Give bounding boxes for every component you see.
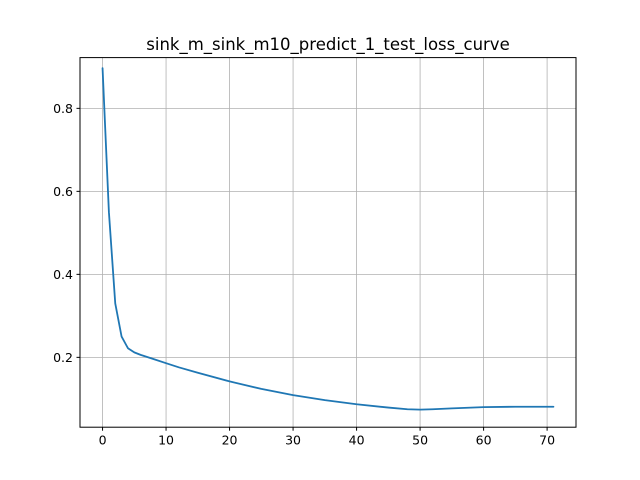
y-tick-label: 0.8 xyxy=(53,101,73,116)
loss-line xyxy=(101,67,555,411)
chart-title: sink_m_sink_m10_predict_1_test_loss_curv… xyxy=(146,35,509,55)
grid-layer xyxy=(80,57,576,428)
x-tick-label: 30 xyxy=(285,433,301,448)
series-layer xyxy=(101,67,555,411)
x-tick-label: 10 xyxy=(158,433,174,448)
x-tick-label: 70 xyxy=(539,433,555,448)
x-tick-label: 20 xyxy=(222,433,238,448)
x-tick-label: 50 xyxy=(412,433,428,448)
x-tick-label: 60 xyxy=(476,433,492,448)
plot-frame xyxy=(79,57,577,428)
x-tick-label: 0 xyxy=(99,433,107,448)
y-tick-label: 0.4 xyxy=(53,267,73,282)
tick-layer: 0 10 20 30 40 50 60 70 0.2 0.4 0.6 0.8 xyxy=(53,101,555,448)
x-tick-label: 40 xyxy=(349,433,365,448)
y-tick-label: 0.2 xyxy=(53,350,73,365)
y-tick-label: 0.6 xyxy=(53,184,73,199)
